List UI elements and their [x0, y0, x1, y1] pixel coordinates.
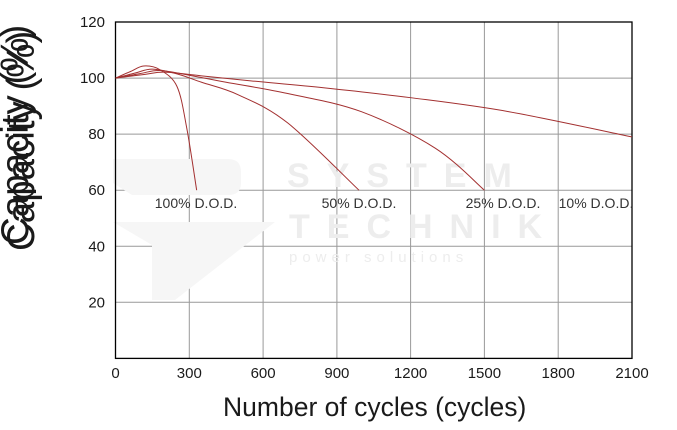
svg-text:50% D.O.D.: 50% D.O.D. [322, 195, 397, 211]
svg-text:40: 40 [88, 238, 105, 255]
svg-text:100: 100 [80, 70, 105, 87]
svg-text:120: 120 [80, 14, 105, 31]
svg-text:80: 80 [88, 126, 105, 143]
svg-text:power solutions: power solutions [289, 249, 468, 266]
svg-text:Capacity (%): Capacity (%) [0, 31, 43, 251]
svg-text:1800: 1800 [542, 365, 575, 382]
svg-text:2100: 2100 [615, 365, 648, 382]
svg-text:900: 900 [324, 365, 349, 382]
svg-text:600: 600 [251, 365, 276, 382]
svg-text:25% D.O.D.: 25% D.O.D. [466, 195, 541, 211]
svg-text:100% D.O.D.: 100% D.O.D. [155, 195, 237, 211]
svg-text:300: 300 [177, 365, 202, 382]
svg-text:1500: 1500 [468, 365, 501, 382]
svg-text:0: 0 [111, 365, 119, 382]
svg-text:10% D.O.D.: 10% D.O.D. [559, 195, 634, 211]
svg-text:TECHNIK: TECHNIK [289, 208, 559, 246]
svg-text:Number of cycles (cycles): Number of cycles (cycles) [223, 392, 526, 422]
svg-text:SYSTEM: SYSTEM [287, 157, 529, 195]
svg-text:60: 60 [88, 182, 105, 199]
svg-text:1200: 1200 [394, 365, 427, 382]
svg-text:20: 20 [88, 294, 105, 311]
